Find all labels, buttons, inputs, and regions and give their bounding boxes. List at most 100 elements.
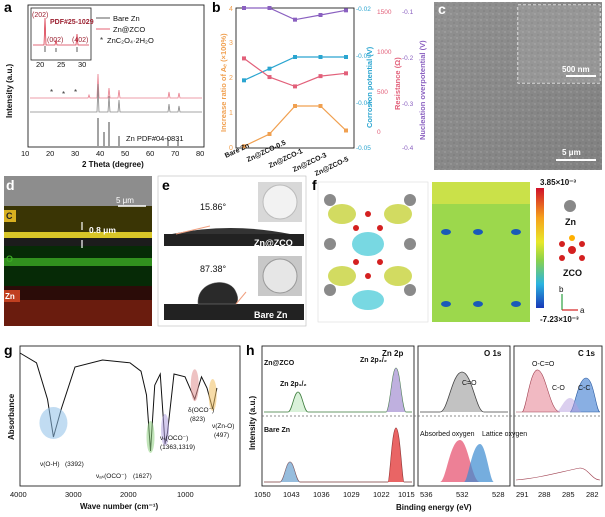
label-absorbed: Absorbed oxygen	[420, 431, 475, 438]
element-zn-label: Zn	[5, 292, 15, 301]
series-point	[318, 104, 323, 108]
oco-peak	[516, 369, 561, 413]
series-line-0	[243, 105, 347, 147]
zn-legend-label: Zn	[565, 217, 576, 227]
inset-tick-20: 20	[36, 60, 44, 69]
b-left-tick: 1	[229, 110, 233, 117]
ann-delta-val: (823)	[190, 416, 205, 423]
label-cc: C-C	[578, 385, 590, 392]
panel-a-xticks: 10 20 30 40 50 60 70 80	[21, 149, 204, 158]
zn-xticks: 1050 1043 1036 1029 1022 1015	[254, 490, 415, 499]
title-o1s: O 1s	[484, 349, 502, 358]
series-point	[242, 56, 246, 61]
h-xtick: 1015	[398, 490, 415, 499]
legend-zinc-oxalate: ZnC₂O₄·2H₂O	[107, 36, 154, 45]
zn-pdf-label: Zn PDF#04-0831	[126, 134, 184, 143]
zco-droplet	[172, 228, 290, 234]
series-point	[267, 6, 272, 10]
ann-oh-val: (3392)	[65, 461, 84, 468]
panel-letter-c: c	[438, 1, 446, 17]
title-zn2p: Zn 2p	[382, 349, 403, 358]
label-zn-zco-h: Zn@ZCO	[264, 360, 295, 367]
thickness-label: 0.8 μm	[89, 225, 116, 235]
series-point	[344, 8, 348, 13]
axis-a: a	[580, 306, 585, 315]
bare-zn-xrd-line	[30, 83, 202, 113]
series-line-1	[243, 56, 346, 81]
panel-g-ylabel: Absorbance	[7, 393, 16, 440]
bare-photo	[262, 258, 298, 294]
series-point	[267, 75, 272, 80]
panel-b-ylabel-r1: Corrosion potential (V)	[365, 46, 374, 128]
sem-cross-top	[4, 176, 152, 206]
atoms	[324, 194, 416, 310]
series-point	[293, 84, 297, 89]
ann-zno: ν(Zn-O)	[212, 423, 234, 430]
inset-pdf-label: PDF#25-1029	[50, 19, 94, 26]
legend-bare-zn: Bare Zn	[113, 14, 140, 23]
series-point	[267, 66, 272, 71]
inset-scale-label: 500 nm	[562, 65, 590, 74]
bare-substrate	[164, 304, 304, 320]
o1s-top-peak	[420, 371, 508, 413]
g-xtick: 2000	[120, 490, 137, 499]
xps-titles: Zn 2p O 1s C 1s	[382, 349, 595, 358]
panel-letter-a: a	[4, 0, 12, 15]
panel-h-ylabel: Intensity (a.u.)	[248, 395, 257, 450]
panel-b: b Increase ratio of Aₑ (×100%) 0 1 2 3 4…	[212, 0, 427, 178]
series-point	[242, 6, 246, 10]
colorbar	[536, 188, 544, 308]
ann-delta: δ(OCO⁻)	[188, 407, 214, 414]
h-xtick: 528	[492, 490, 505, 499]
h-xtick: 288	[538, 490, 551, 499]
zn-pdf-sticks	[97, 118, 179, 146]
a-xtick: 30	[71, 149, 79, 158]
legend-zn-zco: Zn@ZCO	[113, 25, 145, 34]
b-left-tick: 2	[229, 75, 233, 82]
panel-b-frame	[235, 7, 355, 149]
ann-oh: ν(O-H)	[40, 461, 60, 468]
cbar-min: -7.23×10⁻³	[540, 315, 579, 324]
element-c-label: C	[6, 211, 13, 221]
b-r2-tick: 1000	[377, 49, 392, 56]
h-xtick: 1036	[313, 490, 330, 499]
b-r1-tick: -0.04	[356, 100, 371, 107]
series-point	[344, 55, 348, 59]
series-point	[242, 144, 246, 149]
label-c-o: C-O	[552, 385, 565, 392]
zco-substrate	[164, 234, 304, 246]
panel-b-series	[242, 6, 348, 149]
series-point	[242, 78, 246, 83]
panel-d: d 5 μm C O Zn 0.8 μm	[4, 176, 152, 326]
inset-xrd-line	[33, 17, 89, 46]
panel-letter-f: f	[312, 177, 317, 193]
label-lattice: Lattice oxygen	[482, 431, 527, 438]
b-r1-tick: -0.02	[356, 6, 371, 13]
inset-frame	[30, 7, 92, 61]
star-marker-1: *	[50, 88, 53, 97]
panel-g-xticks: 4000 3000 2000 1000	[10, 490, 194, 499]
a-xtick: 70	[171, 149, 179, 158]
ftir-series	[19, 352, 218, 453]
panel-letter-g: g	[4, 342, 13, 358]
ann-vas: νₐₛ(OCO⁻)	[96, 473, 127, 480]
b-r3-tick: -0.4	[402, 145, 414, 152]
inset-peak-002: (002)	[47, 37, 63, 44]
b-left-tick: 0	[229, 145, 233, 152]
ann-zno-val: (497)	[214, 432, 229, 439]
series-point	[318, 55, 323, 59]
zco-photo	[262, 184, 298, 220]
axis-b: b	[559, 285, 564, 294]
panel-b-r3-ticks: -0.1 -0.2 -0.3 -0.4	[402, 9, 414, 152]
absorbed-peak	[420, 440, 480, 482]
potential-map	[432, 182, 530, 322]
panel-h-xlabel: Binding energy (eV)	[396, 503, 472, 512]
panel-a-frame	[27, 4, 205, 148]
panel-f: f 3.85×10⁻³ -7.23×10⁻³ Zn	[312, 177, 585, 324]
panel-a: a Zn PDF#04-0831 * * * (202) (002) (402)…	[4, 0, 205, 169]
xps-labels: Zn@ZCO Bare Zn Zn 2p₁/₂ Zn 2p₃/₂ C=O Abs…	[264, 357, 590, 438]
h-xtick: 285	[562, 490, 575, 499]
inset-tick-25: 25	[57, 60, 65, 69]
b-left-tick: 3	[229, 40, 233, 47]
